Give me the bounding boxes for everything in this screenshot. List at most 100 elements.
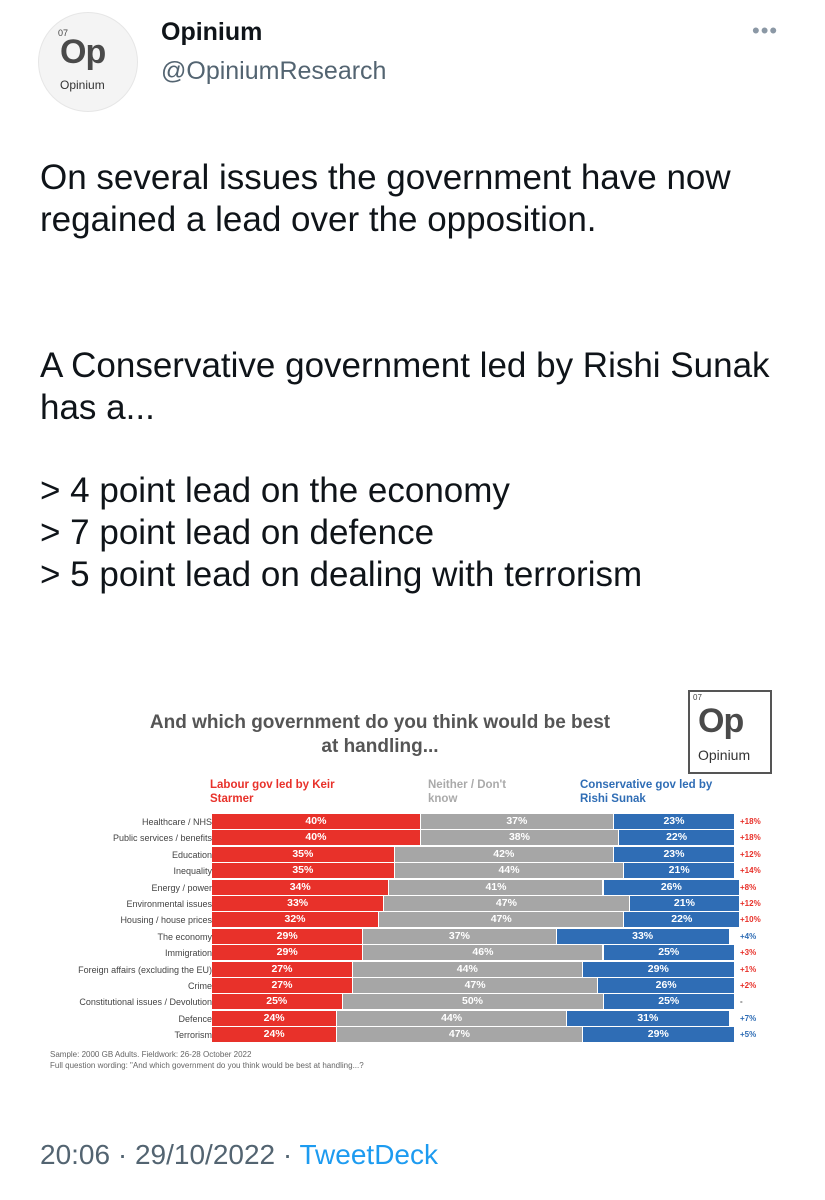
legend-conservative: Conservative gov led by Rishi Sunak bbox=[580, 779, 713, 805]
bar-segment-lab: 32% bbox=[212, 912, 380, 927]
bar-segment-con: 26% bbox=[598, 978, 734, 993]
lead-value: +7% bbox=[740, 1014, 757, 1023]
bar-row: 40% 37% 23% bbox=[212, 814, 734, 830]
tweet-source-link[interactable]: TweetDeck bbox=[299, 1139, 439, 1170]
avatar-number: 07 bbox=[58, 28, 69, 38]
bar-segment-con: 23% bbox=[613, 847, 734, 862]
tweet-media-chart[interactable]: And which government do you think would … bbox=[40, 668, 786, 1100]
separator: · bbox=[282, 1139, 293, 1170]
lead-value: +10% bbox=[740, 915, 761, 924]
bar-row: 27% 47% 26% bbox=[212, 978, 734, 994]
bar-row: 35% 44% 21% bbox=[212, 863, 734, 879]
bar-segment-lab: 25% bbox=[212, 994, 343, 1009]
row-label: Public services / benefits bbox=[112, 833, 212, 843]
logo-name: Opinium bbox=[698, 747, 751, 763]
avatar-name: Opinium bbox=[60, 78, 105, 92]
bar-segment-con: 29% bbox=[582, 962, 734, 977]
bar-segment-lab: 33% bbox=[212, 896, 385, 911]
bar-row: 35% 42% 23% bbox=[212, 847, 734, 863]
tweet-points: > 4 point lead on the economy > 7 point … bbox=[40, 470, 800, 596]
tweet-point: > 7 point lead on defence bbox=[40, 513, 435, 552]
bar-segment-nei: 41% bbox=[389, 880, 604, 895]
bar-segment-nei: 42% bbox=[394, 847, 614, 862]
row-label: Terrorism bbox=[174, 1030, 213, 1040]
chart-footnote-sample: Sample: 2000 GB Adults. Fieldwork: 26-28… bbox=[50, 1050, 252, 1059]
author-name[interactable]: Opinium bbox=[161, 18, 263, 46]
row-label: Crime bbox=[188, 981, 212, 991]
logo-number: 07 bbox=[693, 693, 702, 702]
bar-segment-lab: 34% bbox=[212, 880, 390, 895]
bar-segment-con: 29% bbox=[582, 1027, 734, 1042]
lead-value: +12% bbox=[740, 899, 761, 908]
bar-segment-nei: 38% bbox=[420, 830, 620, 845]
bar-segment-con: 26% bbox=[603, 880, 740, 895]
bar-segment-con: 21% bbox=[624, 863, 734, 878]
bar-segment-nei: 44% bbox=[352, 962, 583, 977]
bar-row: 33% 47% 21% bbox=[212, 896, 740, 912]
bar-segment-lab: 24% bbox=[212, 1011, 338, 1026]
bar-segment-lab: 27% bbox=[212, 962, 353, 977]
row-label: Foreign affairs (excluding the EU) bbox=[78, 965, 212, 975]
bar-segment-lab: 35% bbox=[212, 847, 395, 862]
bar-row: 29% 46% 25% bbox=[212, 945, 734, 961]
bar-segment-nei: 47% bbox=[352, 978, 599, 993]
chart-title: And which government do you think would … bbox=[149, 712, 611, 757]
avatar-symbol: Op bbox=[60, 33, 106, 71]
bar-row: 27% 44% 29% bbox=[212, 962, 734, 978]
lead-value: - bbox=[740, 997, 743, 1006]
tweet-paragraph-2: A Conservative government led by Rishi S… bbox=[40, 346, 770, 427]
author-avatar[interactable]: 07 Op Opinium bbox=[38, 12, 138, 112]
lead-value: +18% bbox=[740, 833, 761, 842]
row-label: The economy bbox=[157, 932, 212, 942]
row-label: Defence bbox=[178, 1014, 212, 1024]
bar-segment-lab: 29% bbox=[212, 945, 364, 960]
bar-segment-nei: 47% bbox=[379, 912, 625, 927]
tweet-point: > 4 point lead on the economy bbox=[40, 471, 510, 510]
bar-row: 24% 47% 29% bbox=[212, 1027, 734, 1043]
bar-segment-nei: 46% bbox=[363, 945, 604, 960]
bar-segment-nei: 37% bbox=[363, 929, 557, 944]
separator: · bbox=[117, 1139, 128, 1170]
bar-segment-lab: 40% bbox=[212, 814, 421, 829]
bar-row: 40% 38% 22% bbox=[212, 830, 734, 846]
bar-segment-con: 25% bbox=[603, 994, 734, 1009]
lead-value: +2% bbox=[740, 981, 757, 990]
bar-segment-con: 23% bbox=[613, 814, 734, 829]
bar-segment-nei: 47% bbox=[384, 896, 630, 911]
bar-segment-con: 22% bbox=[624, 912, 740, 927]
bar-segment-nei: 47% bbox=[337, 1027, 583, 1042]
lead-value: +4% bbox=[740, 932, 757, 941]
bar-segment-con: 21% bbox=[629, 896, 740, 911]
row-label: Inequality bbox=[173, 866, 212, 876]
tweet-date[interactable]: 29/10/2022 bbox=[134, 1139, 276, 1170]
tweet-paragraph-1: On several issues the government have no… bbox=[40, 158, 731, 239]
opinium-logo: 07 Op Opinium bbox=[688, 690, 772, 774]
row-label: Housing / house prices bbox=[120, 915, 212, 925]
bar-row: 34% 41% 26% bbox=[212, 880, 740, 896]
bar-row: 29% 37% 33% bbox=[212, 929, 734, 945]
row-label: Immigration bbox=[164, 948, 212, 958]
author-handle[interactable]: @OpiniumResearch bbox=[161, 57, 387, 85]
bar-segment-nei: 37% bbox=[420, 814, 614, 829]
row-label: Environmental issues bbox=[126, 899, 212, 909]
lead-value: +18% bbox=[740, 817, 761, 826]
lead-value: +3% bbox=[740, 948, 757, 957]
row-label: Energy / power bbox=[151, 883, 212, 893]
tweet-point: > 5 point lead on dealing with terrorism bbox=[40, 555, 643, 594]
bar-segment-nei: 50% bbox=[342, 994, 604, 1009]
bar-row: 25% 50% 25% bbox=[212, 994, 734, 1010]
bar-segment-nei: 44% bbox=[337, 1011, 567, 1026]
logo-symbol: Op bbox=[698, 702, 744, 740]
tweet-time[interactable]: 20:06 bbox=[40, 1139, 111, 1170]
more-horizontal-icon[interactable]: ••• bbox=[752, 18, 779, 43]
lead-value: +14% bbox=[740, 866, 761, 875]
bar-row: 32% 47% 22% bbox=[212, 912, 740, 928]
chart-footnote-question: Full question wording: "And which govern… bbox=[50, 1061, 364, 1070]
bar-segment-lab: 29% bbox=[212, 929, 364, 944]
bar-segment-lab: 40% bbox=[212, 830, 421, 845]
bar-segment-con: 22% bbox=[619, 830, 734, 845]
row-label: Healthcare / NHS bbox=[141, 817, 212, 827]
bar-segment-nei: 44% bbox=[394, 863, 625, 878]
bar-segment-lab: 24% bbox=[212, 1027, 338, 1042]
legend-labour: Labour gov led by Keir Starmer bbox=[210, 779, 335, 805]
